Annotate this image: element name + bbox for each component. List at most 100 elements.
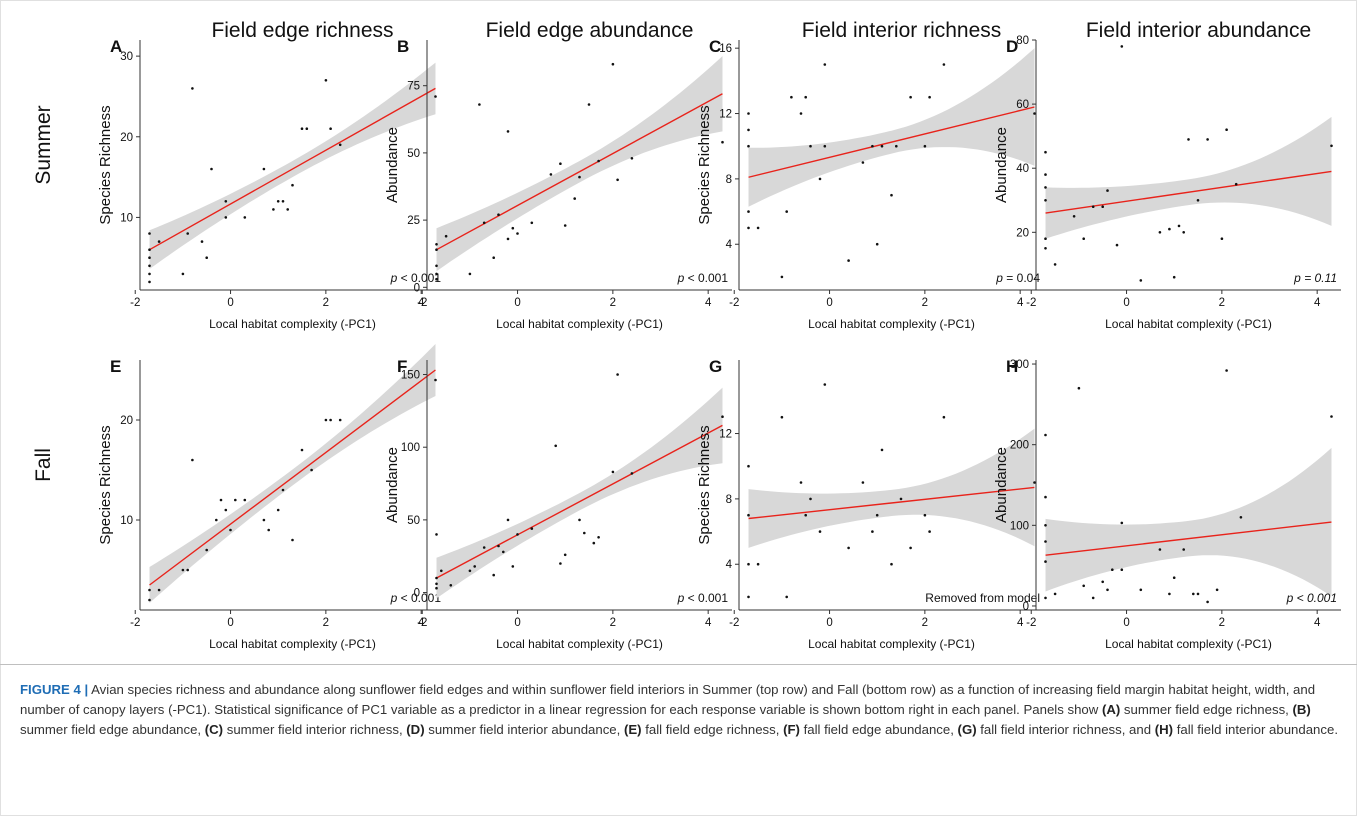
data-point bbox=[573, 197, 576, 200]
x-axis-title: Local habitat complexity (-PC1) bbox=[496, 637, 663, 651]
caption-panel-text: summer field interior richness, bbox=[223, 722, 407, 737]
x-axis-title: Local habitat complexity (-PC1) bbox=[209, 317, 376, 331]
regression-line bbox=[436, 424, 723, 579]
data-point bbox=[506, 518, 510, 522]
data-point bbox=[871, 530, 874, 533]
regression-line bbox=[748, 106, 1035, 178]
data-point bbox=[616, 178, 619, 182]
data-point bbox=[1182, 548, 1185, 551]
data-point bbox=[847, 546, 850, 550]
data-point bbox=[305, 127, 309, 130]
data-point bbox=[583, 531, 586, 535]
y-tick-label: 8 bbox=[726, 174, 732, 186]
data-point bbox=[1044, 199, 1047, 202]
data-point bbox=[1091, 596, 1095, 600]
x-tick-label: -2 bbox=[729, 617, 739, 629]
data-point bbox=[338, 143, 342, 147]
data-point bbox=[148, 598, 151, 602]
y-tick-label: 12 bbox=[719, 109, 732, 121]
x-tick-label: 0 bbox=[826, 297, 832, 309]
data-point bbox=[434, 95, 437, 98]
data-point bbox=[559, 162, 562, 165]
confidence-band bbox=[1045, 116, 1332, 239]
data-point bbox=[435, 243, 438, 246]
data-point bbox=[281, 488, 285, 492]
panel-H: H -2 0 2 4 0 100 200 300 Local habitat complexity… bbox=[993, 357, 1341, 651]
data-point bbox=[1172, 576, 1176, 579]
data-point bbox=[785, 595, 788, 599]
caption-divider bbox=[0, 664, 1357, 665]
data-point bbox=[1053, 592, 1057, 596]
data-point bbox=[1182, 231, 1185, 234]
data-point bbox=[1072, 215, 1076, 218]
data-point bbox=[942, 63, 946, 66]
data-point bbox=[435, 248, 438, 251]
data-point bbox=[281, 200, 285, 203]
y-tick-label: 8 bbox=[726, 494, 732, 506]
data-point bbox=[818, 177, 822, 181]
caption-panel-text: summer field edge abundance, bbox=[20, 722, 205, 737]
data-point bbox=[497, 544, 500, 548]
data-point bbox=[861, 161, 865, 164]
data-point bbox=[229, 528, 232, 532]
x-tick-label: 2 bbox=[323, 617, 329, 629]
data-point bbox=[578, 175, 581, 179]
data-point bbox=[1220, 237, 1224, 240]
data-point bbox=[1106, 588, 1109, 592]
data-point bbox=[1044, 150, 1047, 154]
panel-letter: G bbox=[709, 357, 722, 376]
data-point bbox=[449, 584, 453, 587]
data-point bbox=[482, 221, 486, 225]
data-point bbox=[563, 553, 567, 557]
caption-panel-tag: (C) bbox=[204, 722, 224, 737]
y-axis-title: Species Richness bbox=[696, 105, 713, 224]
caption-panel-tag: (B) bbox=[1292, 702, 1311, 717]
data-point bbox=[630, 157, 634, 160]
data-point bbox=[267, 528, 271, 532]
x-tick-label: -2 bbox=[417, 617, 427, 629]
panel-letter: C bbox=[709, 37, 721, 56]
data-point bbox=[1044, 186, 1047, 189]
data-point bbox=[1044, 237, 1047, 240]
caption-text: Avian species richness and abundance alo… bbox=[20, 682, 1316, 717]
data-point bbox=[435, 576, 438, 580]
caption-label: FIGURE 4 | bbox=[20, 682, 89, 697]
data-point bbox=[804, 513, 807, 517]
y-tick-label: 60 bbox=[1016, 99, 1029, 111]
data-point bbox=[234, 498, 237, 502]
confidence-band bbox=[748, 48, 1035, 207]
data-point bbox=[435, 582, 438, 586]
x-tick-label: -2 bbox=[729, 297, 739, 309]
panel-letter: E bbox=[110, 357, 121, 376]
data-point bbox=[148, 232, 151, 235]
y-tick-label: 16 bbox=[719, 43, 732, 55]
y-tick-label: 150 bbox=[401, 370, 420, 382]
data-point bbox=[1158, 548, 1162, 551]
x-tick-label: 4 bbox=[1314, 297, 1321, 309]
x-tick-label: 2 bbox=[1219, 297, 1225, 309]
data-point bbox=[1330, 144, 1333, 148]
data-point bbox=[1106, 189, 1109, 192]
y-axis-title: Abundance bbox=[993, 447, 1010, 523]
data-point bbox=[210, 167, 213, 171]
data-point bbox=[286, 208, 290, 211]
confidence-band bbox=[436, 387, 723, 599]
caption-panel-tag: (E) bbox=[623, 722, 642, 737]
data-point bbox=[468, 569, 472, 573]
x-axis-title: Local habitat complexity (-PC1) bbox=[1105, 637, 1272, 651]
x-axis-title: Local habitat complexity (-PC1) bbox=[808, 317, 975, 331]
data-point bbox=[804, 95, 807, 99]
x-tick-label: 4 bbox=[418, 297, 425, 309]
panel-C: Field interior richness C -2 0 2 4 4 8 12 16 Local… bbox=[696, 19, 1044, 331]
data-point bbox=[530, 527, 534, 530]
p-value-label: p < 0.001 bbox=[677, 591, 729, 605]
data-point bbox=[435, 264, 438, 268]
x-tick-label: -2 bbox=[130, 297, 140, 309]
y-tick-label: 100 bbox=[401, 442, 420, 454]
data-point bbox=[1044, 247, 1047, 250]
confidence-band bbox=[1045, 447, 1332, 597]
data-point bbox=[861, 481, 865, 484]
data-point bbox=[875, 242, 879, 246]
x-tick-label: -2 bbox=[417, 297, 427, 309]
confidence-band bbox=[149, 62, 436, 269]
